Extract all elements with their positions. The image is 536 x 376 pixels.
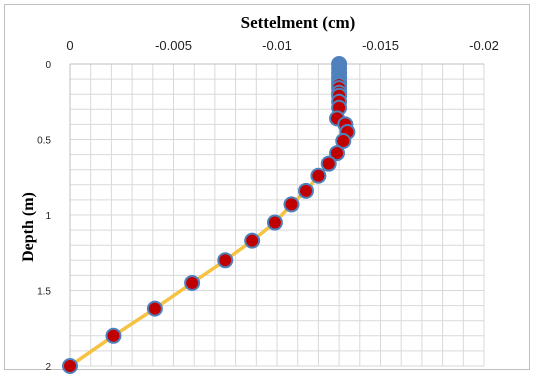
data-point bbox=[329, 145, 346, 162]
data-point bbox=[184, 274, 201, 291]
y-tick-label: 0 bbox=[45, 60, 51, 71]
data-point bbox=[105, 327, 122, 344]
data-point bbox=[62, 358, 78, 374]
x-tick-label: -0.015 bbox=[362, 38, 399, 53]
x-tick-label: -0.02 bbox=[469, 38, 499, 53]
x-tick-label: 0 bbox=[66, 38, 73, 53]
y-tick-label: 0.5 bbox=[37, 136, 51, 147]
tick-labels: 0 -0.005 -0.01 -0.015 -0.02 0 0.5 1 1.5 2 bbox=[37, 38, 499, 373]
data-point bbox=[283, 196, 300, 213]
series bbox=[62, 56, 356, 374]
data-point bbox=[266, 214, 283, 231]
axes bbox=[69, 63, 484, 366]
y-tick-label: 1.5 bbox=[37, 287, 51, 298]
data-point bbox=[244, 232, 261, 249]
x-tick-label: -0.005 bbox=[155, 38, 192, 53]
data-point bbox=[320, 155, 337, 172]
data-point bbox=[297, 182, 314, 199]
data-point bbox=[217, 252, 234, 269]
y-axis-title: Depth (m) bbox=[20, 192, 37, 262]
data-point bbox=[335, 133, 352, 150]
y-tick-label: 2 bbox=[45, 362, 51, 373]
chart-title: Settelment (cm) bbox=[241, 13, 356, 32]
data-point bbox=[146, 300, 163, 317]
x-tick-label: -0.01 bbox=[262, 38, 292, 53]
data-point bbox=[310, 167, 327, 184]
y-tick-label: 1 bbox=[45, 211, 51, 222]
